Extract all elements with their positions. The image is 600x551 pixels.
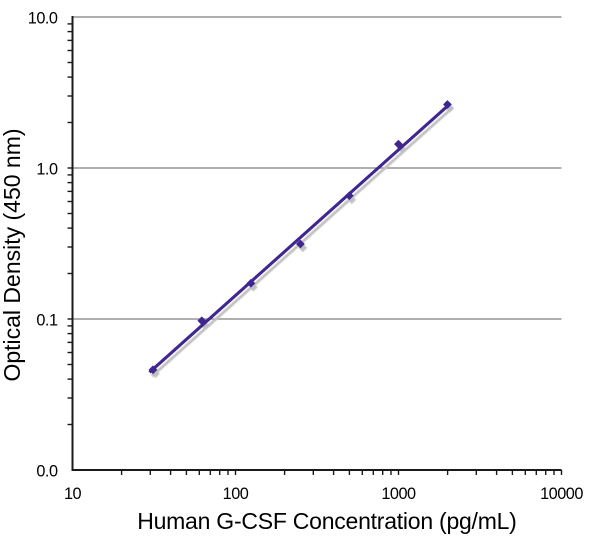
svg-text:10.0: 10.0	[28, 9, 58, 27]
svg-text:0.1: 0.1	[36, 311, 58, 329]
svg-text:10000: 10000	[540, 485, 583, 503]
svg-text:Optical Density (450 nm): Optical Density (450 nm)	[0, 128, 25, 381]
svg-text:10: 10	[64, 485, 82, 503]
svg-text:0.0: 0.0	[36, 462, 58, 480]
svg-text:1.0: 1.0	[36, 160, 58, 178]
svg-text:1000: 1000	[381, 485, 416, 503]
svg-text:100: 100	[223, 485, 249, 503]
svg-text:Human G-CSF Concentration (pg/: Human G-CSF Concentration (pg/mL)	[137, 508, 516, 534]
